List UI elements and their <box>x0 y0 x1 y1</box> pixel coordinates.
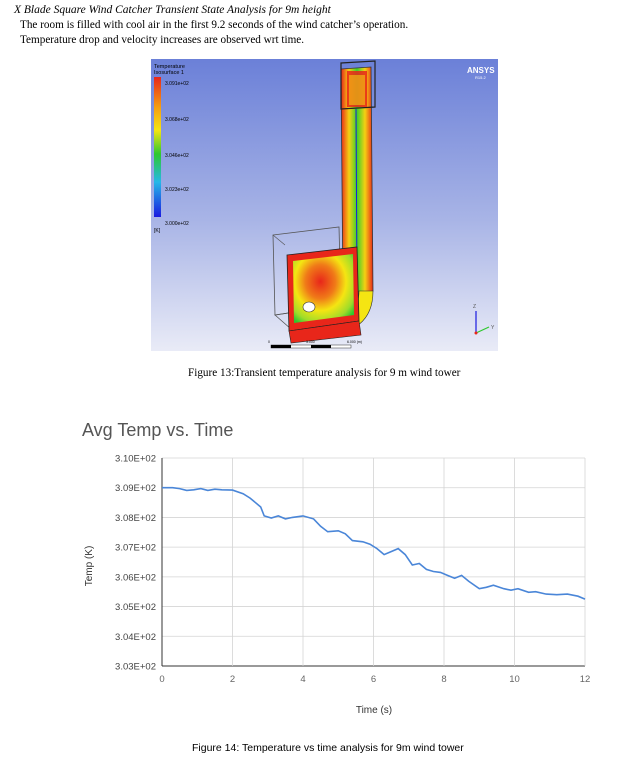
x-tick-label: 12 <box>580 674 591 685</box>
legend-unit: [K] <box>154 228 161 234</box>
legend-subtitle: Isosurface 1 <box>154 70 184 76</box>
scale-label-zero: 0 <box>268 340 270 344</box>
legend-color-bar <box>154 77 161 217</box>
y-tick-label: 3.07E+02 <box>115 543 156 554</box>
legend-value-3: 3.046e+02 <box>165 153 189 159</box>
chart-title: Avg Temp vs. Time <box>82 420 233 440</box>
inlet-opening <box>302 301 316 313</box>
axis-label-z: Z <box>473 304 476 310</box>
section-title: X Blade Square Wind Catcher Transient St… <box>14 4 331 16</box>
intro-line-1: The room is filled with cool air in the … <box>20 19 409 31</box>
y-tick-label: 3.08E+02 <box>115 513 156 524</box>
x-tick-label: 2 <box>230 674 235 685</box>
scale-label-mid: 3.000 <box>306 340 315 344</box>
axis-label-y: Y <box>491 325 495 331</box>
axis-triad-y <box>475 326 490 334</box>
legend-value-5: 3.000e+02 <box>165 221 189 227</box>
x-tick-label: 10 <box>509 674 520 685</box>
wind-tower-cap <box>340 60 376 110</box>
cfd-temperature-figure: Temperature Isosurface 1 3.091e+02 3.068… <box>151 59 498 351</box>
intro-line-2: Temperature drop and velocity increases … <box>20 34 305 46</box>
ansys-logo: ANSYS <box>467 66 495 75</box>
y-tick-label: 3.06E+02 <box>115 572 156 583</box>
x-tick-label: 0 <box>159 674 164 685</box>
avg-temp-chart: Avg Temp vs. Time 3.03E+02 3.04E+02 3.05E+… <box>82 420 590 716</box>
legend-title: Temperature <box>154 64 185 70</box>
x-tick-label: 4 <box>300 674 305 685</box>
x-tick-label: 8 <box>441 674 446 685</box>
legend-value-4: 3.023e+02 <box>165 187 189 193</box>
figure-13-caption: Figure 13:Transient temperature analysis… <box>188 367 461 379</box>
legend-value-2: 3.068e+02 <box>165 117 189 123</box>
y-tick-label: 3.05E+02 <box>115 602 156 613</box>
chart-gridlines <box>161 457 586 667</box>
y-tick-label: 3.10E+02 <box>115 454 156 465</box>
x-tick-labels: 0 2 4 6 8 10 12 <box>159 674 590 685</box>
series-line-avg-temp <box>162 486 586 600</box>
scale-label-end: 6.000 (m) <box>347 340 362 344</box>
y-axis-label: Temp (K) <box>84 546 95 587</box>
figure-14-caption: Figure 14: Temperature vs time analysis … <box>192 742 464 754</box>
y-tick-label: 3.04E+02 <box>115 632 156 643</box>
ansys-version: R15.2 <box>475 75 486 80</box>
y-tick-label: 3.09E+02 <box>115 483 156 494</box>
x-tick-label: 6 <box>371 674 376 685</box>
y-tick-labels: 3.03E+02 3.04E+02 3.05E+02 3.06E+02 3.07E+02… <box>115 454 156 673</box>
y-tick-label: 3.03E+02 <box>115 662 156 673</box>
legend-value-1: 3.091e+02 <box>165 81 189 87</box>
x-axis-label: Time (s) <box>356 705 392 716</box>
